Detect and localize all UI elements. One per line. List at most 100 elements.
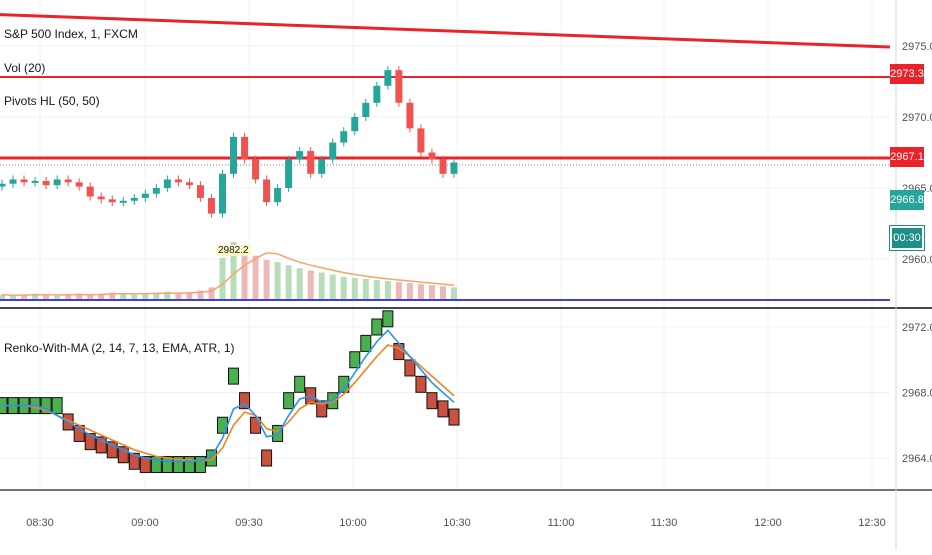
time-tick-label: 09:00 [131,517,159,529]
price-tick-label: 2970.0 [902,112,932,124]
renko-brick-down [448,408,460,426]
candle-body [97,196,105,200]
volume-bar [43,294,50,300]
renko-panel[interactable] [0,310,460,474]
candle-body [141,193,149,198]
renko-brick-down [117,446,129,464]
volume-panel [0,242,890,301]
renko-tick-label: 2968.0 [902,388,932,400]
candle-body [163,179,171,188]
candle-body [373,85,381,103]
volume-bar [0,294,5,300]
renko-brick-up [51,397,63,415]
candle-body [218,173,226,214]
time-tick-label: 08:30 [26,517,54,529]
ema-fast-line [2,329,455,463]
renko-brick-down [437,400,449,418]
volume-bar [428,285,435,300]
time-tick-label: 11:00 [548,517,575,529]
symbol-title[interactable]: S&P 500 Index, 1, FXCM [4,27,138,41]
volume-bar [351,277,358,300]
candle-body [384,70,392,86]
ema-slow-line [2,344,455,463]
pivot-high-badge: 2973.3 [890,64,924,84]
renko-brick-up [294,375,306,393]
volume-bar [296,268,303,300]
candle-body [318,159,326,174]
candle-body [395,70,403,103]
renko-brick-up [349,351,361,369]
candle-body [0,183,6,187]
volume-bar [406,283,413,300]
renko-brick-up [194,456,206,474]
volume-bar [164,291,171,300]
candle-body [230,136,238,174]
candle-body [307,151,315,174]
volume-bar [395,282,402,300]
volume-bar [451,287,457,300]
volume-bar [208,287,215,300]
volume-bar [219,257,226,300]
candle-body [329,142,337,160]
renko-brick-up [272,424,284,442]
time-tick-label: 10:30 [443,517,471,529]
renko-brick-down [426,392,438,410]
time-tick-label: 12:30 [858,517,886,529]
volume-bar [362,278,369,300]
volume-bar [417,284,424,300]
volume-bar [241,249,248,300]
volume-bar [197,290,204,300]
volume-bar [131,294,138,300]
renko-brick-up [338,375,350,393]
pivot-low-badge: 2967.1 [890,147,924,167]
volume-bar [109,292,116,300]
candle-body [263,179,271,203]
grid [0,0,890,490]
volume-bar [142,293,149,300]
renko-legend[interactable]: Renko-With-MA (2, 14, 7, 13, EMA, ATR, 1… [4,341,235,355]
candle-body [53,179,61,186]
candle-body [9,179,17,184]
pivots-legend[interactable]: Pivots HL (50, 50) [4,94,100,108]
candle-body [274,188,282,203]
candle-body [450,162,458,174]
candle-body [174,179,182,183]
last-price-badge: 2966.8 [890,190,924,210]
candle-body [241,136,249,160]
renko-brick-down [95,436,107,454]
candle-body [439,159,447,174]
volume-bar [252,255,259,300]
volume-ma-line [1,252,455,297]
candle-body [340,131,348,143]
candle-body [417,128,425,153]
renko-brick-down [239,392,251,410]
time-tick-label: 09:30 [235,517,263,529]
candle-body [31,180,39,183]
renko-brick-up [172,456,184,474]
volume-bar [32,293,39,300]
volume-bar [285,265,292,300]
renko-brick-up [161,456,173,474]
candle-body [64,179,72,183]
renko-brick-down [139,456,151,474]
volume-legend[interactable]: Vol (20) [4,61,46,75]
candle-body [285,159,293,188]
price-tick-label: 2975.0 [902,41,932,53]
renko-brick-down [316,400,328,418]
price-panel[interactable] [0,13,891,218]
candle-body [296,151,304,160]
volume-bar [186,292,193,300]
volume-bar [54,295,61,300]
volume-bar [373,279,380,300]
volume-bar [21,294,28,300]
renko-brick-up [382,310,394,328]
volume-bar [120,293,127,300]
renko-brick-up [371,318,383,336]
candle-body [20,179,28,183]
volume-bar [329,274,336,300]
volume-bar [98,293,105,300]
